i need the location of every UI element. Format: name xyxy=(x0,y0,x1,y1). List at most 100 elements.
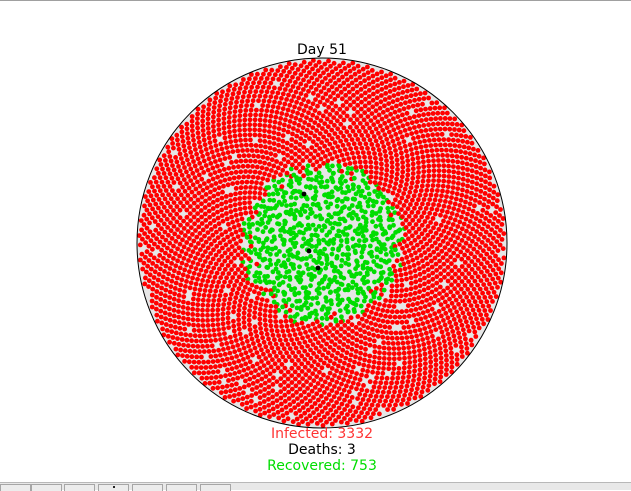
infected-dot xyxy=(469,267,475,272)
infected-dot xyxy=(239,256,244,261)
infected-dot xyxy=(222,135,228,141)
recovered-dot xyxy=(389,271,395,276)
infected-dot xyxy=(323,76,328,81)
infected-dot xyxy=(390,341,396,346)
infected-dot xyxy=(472,329,478,335)
infected-dot xyxy=(223,205,229,211)
infected-dot xyxy=(176,320,182,326)
infected-dot xyxy=(395,192,400,198)
infected-dot xyxy=(464,161,470,167)
infected-dot xyxy=(157,157,163,163)
infected-dot xyxy=(417,327,423,333)
infected-dot xyxy=(414,333,419,339)
subplots-button[interactable] xyxy=(166,484,197,491)
recovered-dot xyxy=(324,162,330,168)
infected-dot xyxy=(452,239,458,245)
infected-dot xyxy=(279,401,284,407)
infected-dot xyxy=(203,338,209,344)
infected-dot xyxy=(416,260,421,266)
recovered-dot xyxy=(357,271,363,276)
infected-dot xyxy=(445,209,450,215)
infected-dot xyxy=(140,266,146,272)
infected-dot xyxy=(449,211,455,216)
infected-dot xyxy=(398,293,404,299)
infected-dot xyxy=(371,359,377,365)
infected-dot xyxy=(419,389,425,395)
infected-dot xyxy=(245,80,251,86)
infected-dot xyxy=(404,132,410,138)
zoom-button[interactable] xyxy=(132,484,163,491)
infected-dot xyxy=(190,260,196,265)
infected-dot xyxy=(258,302,264,307)
infected-dot xyxy=(323,109,329,114)
infected-dot xyxy=(236,322,242,327)
infected-dot xyxy=(357,141,363,147)
infected-dot xyxy=(431,338,436,344)
infected-dot xyxy=(308,105,313,111)
infected-dot xyxy=(200,318,206,323)
infected-dot xyxy=(459,279,465,284)
infected-dot xyxy=(319,65,324,70)
recovered-dot xyxy=(387,225,393,231)
infected-dot xyxy=(413,279,419,285)
infected-dot xyxy=(232,109,238,114)
infected-dot xyxy=(322,332,328,337)
infected-dot xyxy=(362,110,368,116)
infected-dot xyxy=(285,129,291,135)
recovered-dot xyxy=(286,229,291,235)
infected-dot xyxy=(367,155,373,160)
infected-dot xyxy=(169,175,175,181)
home-button[interactable] xyxy=(0,484,31,491)
infected-dot xyxy=(484,268,490,274)
infected-dot xyxy=(255,295,260,301)
infected-dot xyxy=(453,271,458,277)
infected-dot xyxy=(453,321,459,327)
infected-dot xyxy=(474,291,479,296)
infected-dot xyxy=(405,121,410,127)
infected-dot xyxy=(418,144,424,150)
infected-dot xyxy=(254,350,260,355)
save-button[interactable] xyxy=(200,484,231,491)
infected-dot xyxy=(448,226,454,232)
infected-dot xyxy=(436,163,442,169)
infected-dot xyxy=(412,205,417,211)
infected-dot xyxy=(338,68,344,74)
recovered-dot xyxy=(282,198,288,204)
infected-dot xyxy=(376,147,382,153)
infected-dot xyxy=(404,335,410,340)
infected-dot xyxy=(278,319,284,324)
infected-dot xyxy=(414,184,420,190)
infected-dot xyxy=(248,243,254,249)
forward-button[interactable] xyxy=(64,484,95,491)
infected-dot xyxy=(263,113,269,118)
infected-dot xyxy=(215,369,221,374)
infected-dot xyxy=(393,273,399,279)
infected-dot xyxy=(325,147,330,153)
infected-dot xyxy=(495,275,501,281)
infected-dot xyxy=(207,333,213,338)
infected-dot xyxy=(382,182,388,188)
infected-dot xyxy=(183,332,189,338)
infected-dot xyxy=(373,155,378,161)
infected-dot xyxy=(477,245,483,250)
infected-dot xyxy=(351,120,357,126)
infected-dot xyxy=(453,343,459,348)
infected-dot xyxy=(181,342,187,348)
infected-dot xyxy=(341,125,347,131)
pan-button[interactable] xyxy=(98,484,129,491)
back-button[interactable] xyxy=(31,484,62,491)
infected-dot xyxy=(193,147,198,152)
infected-dot xyxy=(414,129,419,135)
infected-dot xyxy=(232,248,238,254)
infected-dot xyxy=(453,196,459,202)
infected-dot xyxy=(161,213,167,219)
infected-dot xyxy=(232,349,238,355)
infected-dot xyxy=(423,206,429,211)
recovered-dot xyxy=(340,252,346,257)
infected-dot xyxy=(192,221,198,227)
infected-dot xyxy=(447,308,453,313)
recovered-dot xyxy=(322,184,328,190)
infected-dot xyxy=(426,95,431,101)
infected-dot xyxy=(286,61,292,66)
recovered-dot xyxy=(388,249,394,255)
